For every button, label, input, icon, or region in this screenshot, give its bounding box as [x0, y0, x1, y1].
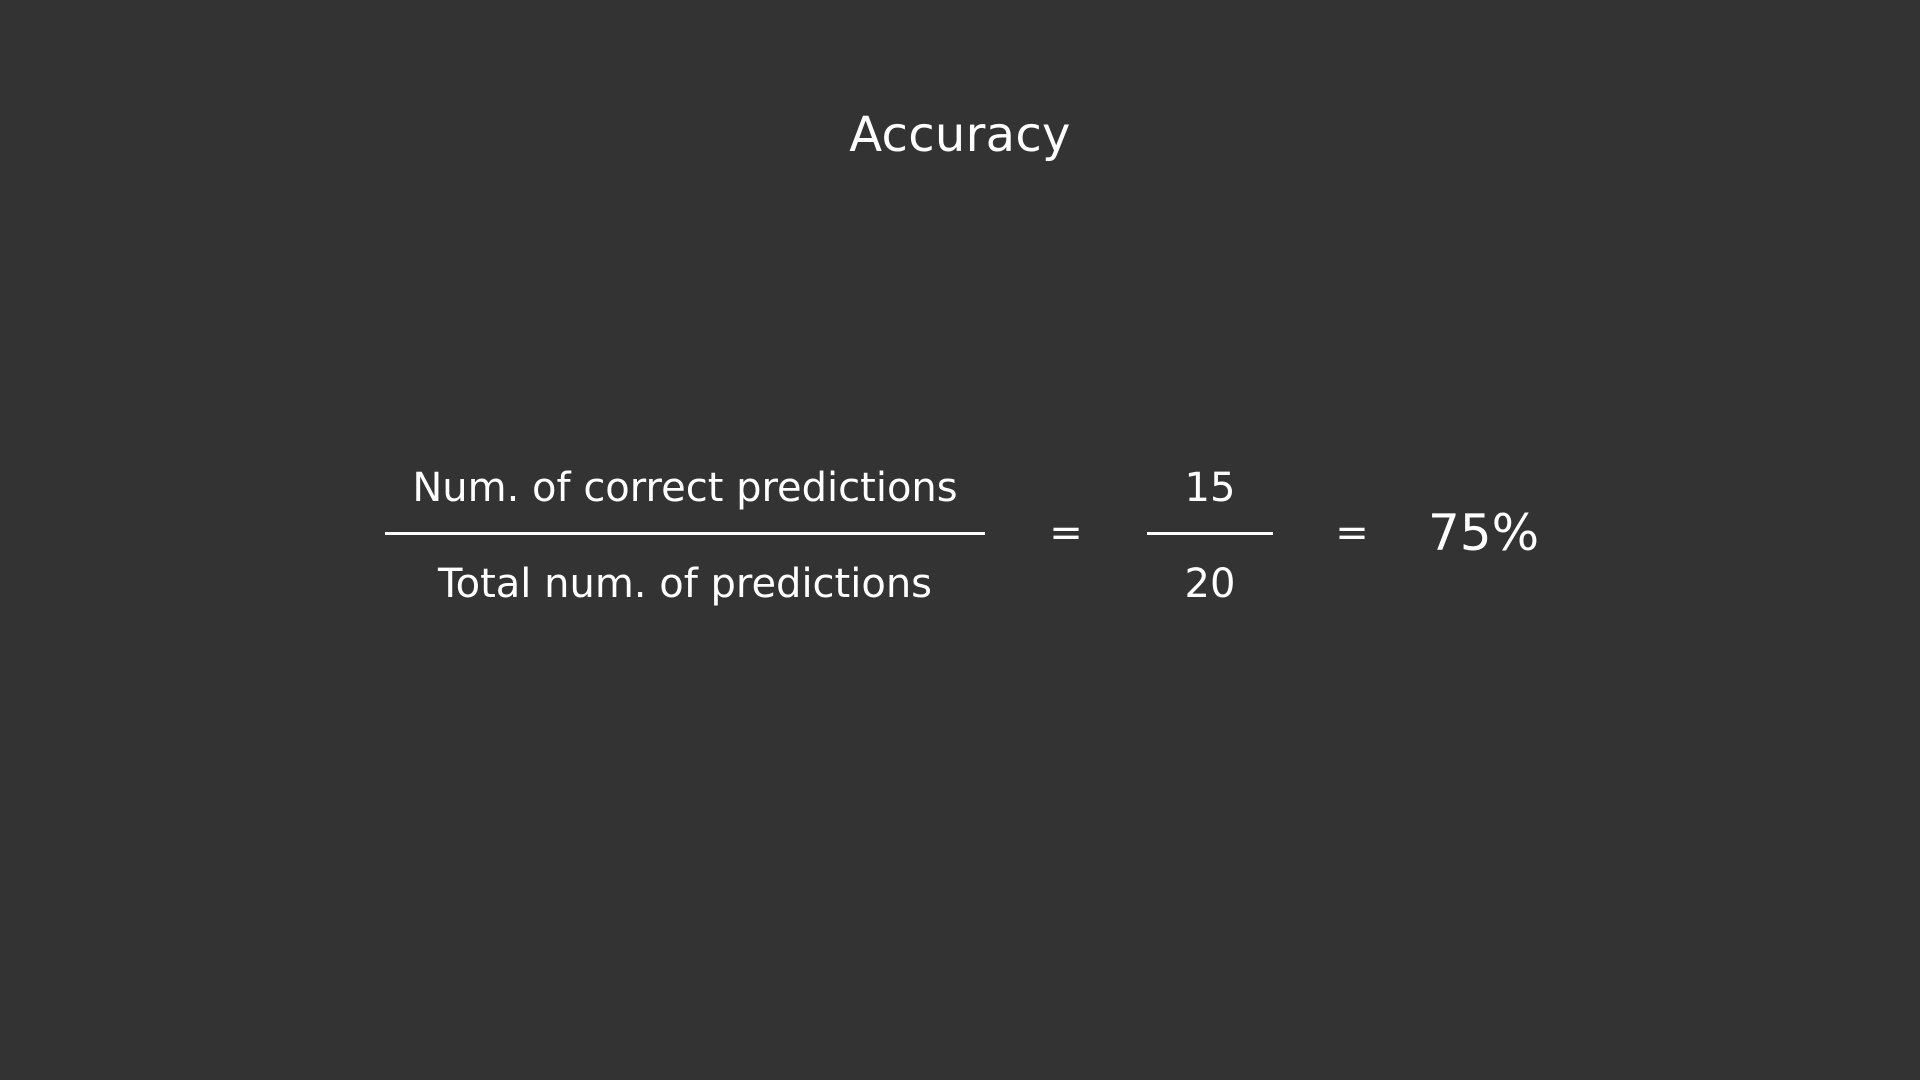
number-fraction-denominator: 20: [1184, 561, 1236, 607]
word-fraction-denominator: Total num. of predictions: [437, 561, 933, 607]
accuracy-result: 75%: [1428, 504, 1540, 562]
equals-sign-1: =: [1049, 510, 1083, 556]
number-fraction: 15 20: [1147, 458, 1273, 614]
number-fraction-numerator: 15: [1184, 465, 1236, 511]
word-fraction-numerator: Num. of correct predictions: [412, 465, 958, 511]
word-fraction-bar: [385, 532, 985, 535]
equals-sign-2: =: [1335, 510, 1369, 556]
number-fraction-bar: [1147, 532, 1273, 535]
word-fraction: Num. of correct predictions Total num. o…: [385, 458, 985, 614]
page-title: Accuracy: [849, 107, 1071, 163]
